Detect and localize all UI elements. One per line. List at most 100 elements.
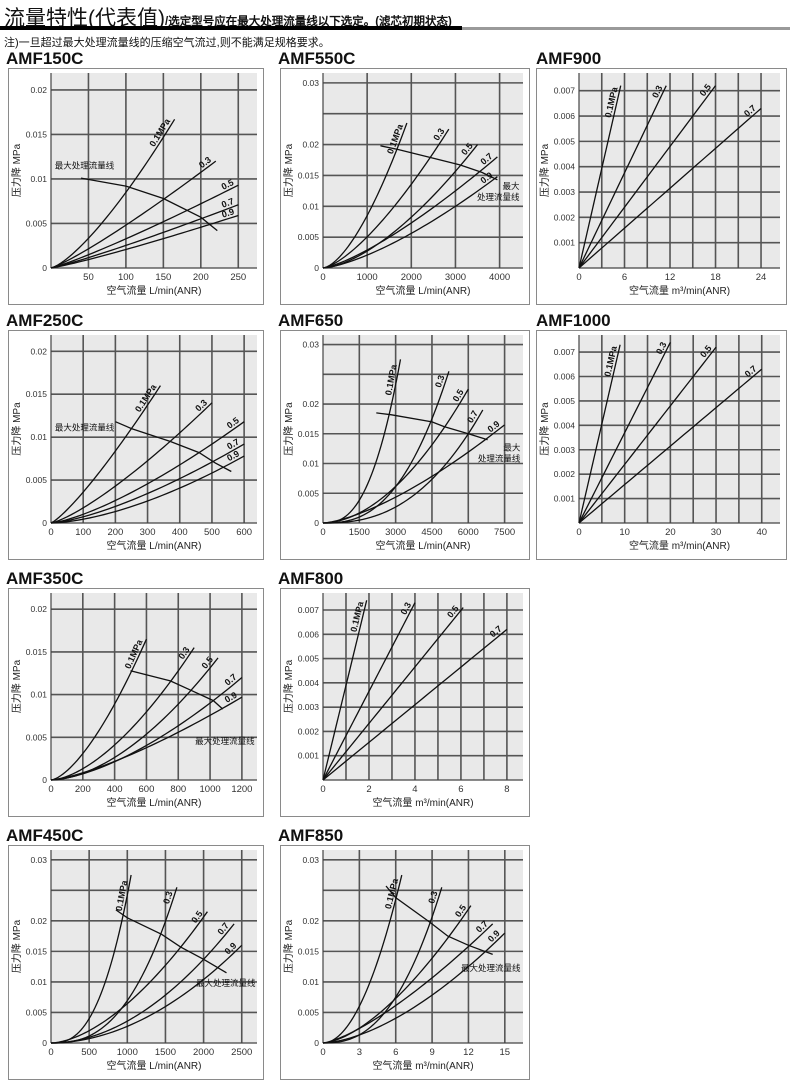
max-flow-line [380,145,498,181]
series-line [578,368,763,524]
series-line [322,144,479,269]
x-tick-label: 1200 [231,784,252,795]
x-tick-label: 18 [710,272,721,283]
max-flow-line [385,885,493,956]
y-tick-label: 0.01 [30,432,47,442]
series-line [50,421,245,524]
x-axis-label: 空气流量 L/min(ANR) [375,539,470,552]
y-tick-label: 0.015 [26,946,48,956]
y-tick-label: 0.02 [30,916,47,926]
x-axis-label: 空气流量 m³/min(ANR) [629,539,730,552]
series-line [578,85,667,269]
x-tick-label: 30 [711,527,722,538]
y-tick-label: 0.004 [554,420,576,430]
series-label: 0.7 [220,196,235,210]
series-label: 0.3 [433,374,446,389]
plot-area [579,73,780,268]
series-line [578,85,622,269]
x-tick-label: 0 [320,784,325,795]
x-tick-label: 1000 [200,784,221,795]
series-line [322,600,368,781]
x-tick-label: 4500 [421,527,442,538]
y-tick-label: 0.015 [26,129,48,139]
y-tick-label: 0.02 [302,916,319,926]
x-tick-label: 2500 [231,1047,252,1058]
chart-amf1000: 0 10 20 30 40 0.001 0.002 0.003 0.004 0.005 0.006 0… [536,330,787,560]
x-tick-label: 15 [500,1047,511,1058]
chart-amf800: 0 2 4 6 8 0.001 0.002 0.003 0.004 0.005 0.006 0.007… [280,588,530,817]
y-tick-label: 0.003 [554,187,576,197]
x-tick-label: 0 [576,272,581,283]
x-axis-label: 空气流量 L/min(ANR) [106,284,201,297]
x-tick-label: 6000 [458,527,479,538]
y-tick-label: 0.005 [26,1007,48,1017]
chart-title: AMF800 [278,569,344,588]
y-tick-label: 0.015 [26,647,48,657]
y-tick-label: 0.01 [302,201,319,211]
series-line [50,911,208,1044]
y-tick-label: 0.02 [302,399,319,409]
y-tick-label: 0.01 [302,977,319,987]
x-tick-label: 2000 [193,1047,214,1058]
x-tick-label: 100 [75,527,91,538]
max-flow-label: 最大 [502,181,520,191]
y-tick-label: 0.003 [554,445,576,455]
x-tick-label: 500 [204,527,220,538]
x-tick-label: 0 [576,527,581,538]
y-tick-label: 0.01 [302,459,319,469]
y-axis-label: 压力降 MPa [282,402,295,456]
y-axis-label: 压力降 MPa [282,659,295,713]
max-flow-label: 处理流量线 [478,453,521,463]
series-line [322,923,494,1044]
y-tick-label: 0.02 [30,604,47,614]
y-axis-label: 压力降 MPa [10,659,23,713]
y-axis-label: 压力降 MPa [282,919,295,973]
y-axis-label: 压力降 MPa [10,919,23,973]
chart-title: AMF450C [6,826,84,845]
x-axis-label: 空气流量 L/min(ANR) [106,1059,201,1072]
x-tick-label: 200 [107,527,123,538]
series-line [578,342,671,524]
x-tick-label: 500 [81,1047,97,1058]
chart-amf150c: 50 100 150 200 250 0 0.005 0.01 0.015 0.02 空气流量 L/… [8,68,264,305]
chart-amf450c: 0 500 1000 1500 2000 2500 0 0.005 0.01 0.015 0.02 0… [8,845,264,1080]
x-tick-label: 300 [140,527,156,538]
x-tick-label: 7500 [494,527,515,538]
y-tick-label: 0.002 [554,469,576,479]
max-flow-line [130,670,224,710]
series-line [322,424,506,524]
x-tick-label: 8 [504,784,509,795]
y-tick-label: 0.03 [30,855,47,865]
series-line [322,371,450,524]
x-tick-label: 800 [170,784,186,795]
y-tick-label: 0.005 [26,218,48,228]
header-rule [0,26,462,30]
x-tick-label: 2000 [401,272,422,283]
max-flow-label: 最大处理流量线 [195,736,255,746]
x-axis-label: 空气流量 m³/min(ANR) [372,796,473,809]
chart-title: AMF650 [278,311,344,330]
series-line [322,932,506,1044]
series-line [322,628,508,781]
header-rule-light [462,27,790,30]
x-axis-label: 空气流量 L/min(ANR) [106,539,201,552]
plot-area [323,335,523,523]
x-tick-label: 24 [756,272,767,283]
y-tick-label: 0.005 [298,232,320,242]
plot-area [51,73,257,268]
series-label: 0.3 [426,890,439,905]
y-tick-label: 0.003 [298,702,320,712]
series-line [50,402,213,524]
y-tick-label: 0.002 [554,212,576,222]
y-tick-label: 0 [314,1038,319,1048]
x-tick-label: 6 [458,784,463,795]
x-tick-label: 0 [320,1047,325,1058]
y-tick-label: 0.001 [554,494,576,504]
x-tick-label: 40 [756,527,767,538]
x-tick-label: 200 [75,784,91,795]
series-line [50,204,239,269]
x-tick-label: 12 [665,272,676,283]
series-line [50,677,243,781]
series-line [578,344,621,524]
x-tick-label: 600 [236,527,252,538]
